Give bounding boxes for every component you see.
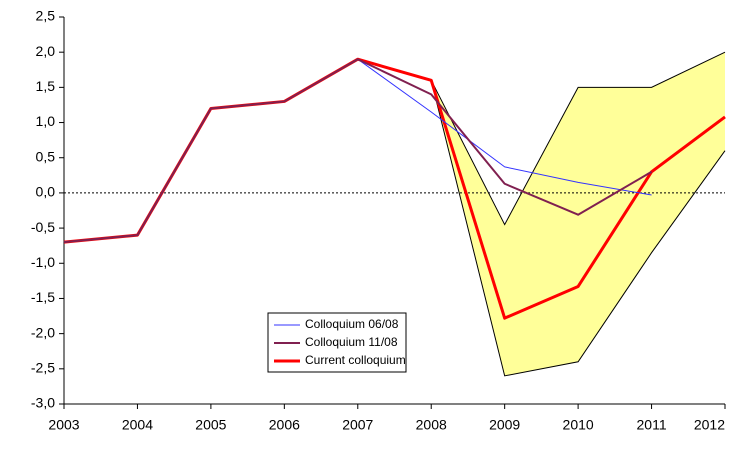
band-edge bbox=[430, 80, 726, 377]
legend-label: Current colloquium bbox=[305, 353, 406, 367]
band-edge bbox=[430, 51, 726, 226]
y-tick-label: 0,0 bbox=[36, 184, 56, 200]
x-tick-label: 2012 bbox=[694, 417, 725, 433]
y-tick-label: 1,0 bbox=[36, 113, 56, 129]
x-tick-label: 2006 bbox=[269, 417, 300, 433]
y-tick-label: -2,5 bbox=[31, 360, 55, 376]
legend-label: Colloquium 06/08 bbox=[305, 317, 399, 331]
y-tick-label: -0,5 bbox=[31, 219, 55, 235]
x-tick-label: 2005 bbox=[195, 417, 226, 433]
y-tick-label: -3,0 bbox=[31, 395, 55, 411]
legend: Colloquium 06/08 Colloquium 11/08 Current … bbox=[267, 312, 407, 373]
y-tick-label: 2,0 bbox=[36, 43, 56, 59]
x-tick-label: 2004 bbox=[122, 417, 153, 433]
legend-label: Colloquium 11/08 bbox=[305, 335, 398, 349]
x-tick-label: 2011 bbox=[637, 417, 667, 433]
x-tick-label: 2007 bbox=[342, 417, 373, 433]
x-tick-label: 2003 bbox=[48, 417, 79, 433]
y-tick-label: 0,5 bbox=[36, 148, 56, 164]
y-tick-label: 1,5 bbox=[36, 78, 56, 94]
x-tick-label: 2010 bbox=[563, 417, 594, 433]
y-tick-label: 2,5 bbox=[36, 8, 56, 24]
y-tick-label: -2,0 bbox=[31, 324, 55, 340]
y-tick-label: -1,5 bbox=[31, 289, 55, 305]
series-line bbox=[63, 58, 653, 244]
y-tick-label: -1,0 bbox=[31, 254, 55, 270]
x-tick-label: 2008 bbox=[416, 417, 447, 433]
x-tick-label: 2009 bbox=[489, 417, 520, 433]
